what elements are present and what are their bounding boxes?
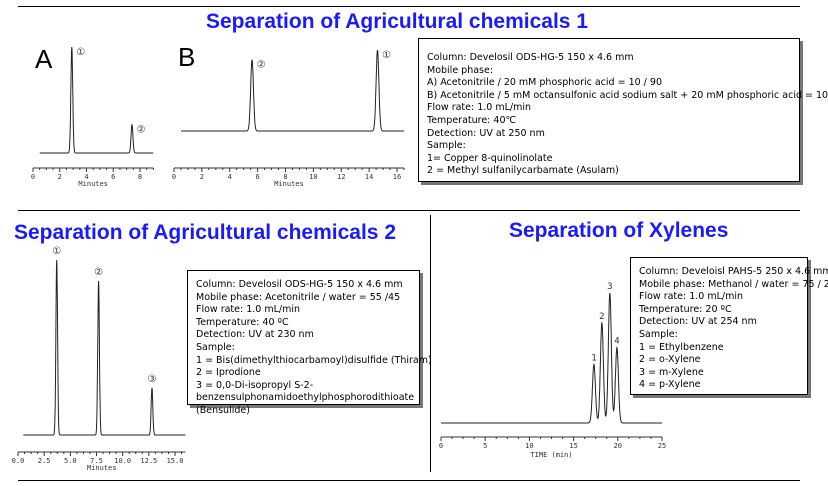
x-tick-label: 12 [337, 173, 345, 181]
x-tick-label: 4 [84, 173, 88, 181]
x-tick-label: 8 [283, 173, 287, 181]
x-axis-label: Minutes [87, 464, 117, 472]
x-tick-label: 4 [228, 173, 232, 181]
x-tick-label: 2 [58, 173, 62, 181]
condition-line: Mobile phase: Methanol / water = 75 / 25 [639, 278, 828, 290]
x-tick-label: 20 [614, 442, 622, 450]
condition-line: Mobile phase: [427, 64, 494, 76]
x-tick-label: 5.0 [64, 457, 77, 465]
condition-line: 1 = Ethylbenzene [639, 341, 724, 353]
x-tick-label: 8 [138, 173, 142, 181]
condition-line: 2 = Iprodione [196, 367, 261, 379]
condition-line: Column: Develoisl PAHS-5 250 x 4.6 mm [639, 266, 828, 277]
conditions-box-2: Column: Develosil ODS-HG-5 150 x 4.6 mm M… [187, 270, 432, 416]
condition-line: Temperature: 40 ºC [196, 316, 289, 328]
condition-line: benzensulphonamidoethylphosphorodithioat… [196, 392, 415, 404]
condition-line: Detection: UV at 254 nm [639, 316, 757, 328]
x-tick-label: 6 [256, 173, 260, 181]
peak-label: ② [94, 267, 103, 278]
condition-line: (Bensulide) [196, 404, 250, 416]
x-tick-label: 5 [483, 442, 487, 450]
condition-line: Detection: UV at 250 nm [427, 127, 545, 139]
x-tick-label: 10 [525, 442, 533, 450]
title-agri-2: Separation of Agricultural chemicals 2 [14, 221, 396, 244]
condition-line: 1 = Bis(dimethylthiocarbamoyl)disulfide … [196, 354, 432, 366]
chromatogram-trace [39, 46, 154, 154]
x-tick-label: 12.5 [140, 457, 157, 465]
condition-line: Column: Develosil ODS-HG-5 150 x 4.6 mm [196, 279, 403, 290]
conditions-box-3: Column: Develoisl PAHS-5 250 x 4.6 mm Mob… [630, 257, 828, 395]
x-tick-label: 16 [393, 173, 401, 181]
conditions-box-1: Column: Develosil ODS-HG-5 150 x 4.6 mm M… [418, 38, 828, 182]
condition-line: 2 = Methyl sulfanilycarbamate (Asulam) [427, 165, 619, 177]
condition-line: Sample: [639, 328, 678, 340]
condition-line: Sample: [196, 341, 235, 353]
peak-label: ① [52, 246, 61, 257]
condition-line: Mobile phase: Acetonitrile / water = 55 … [196, 291, 401, 303]
x-tick-label: 2 [200, 173, 204, 181]
peak-label: ① [382, 50, 391, 61]
x-axis-label: Minutes [274, 180, 304, 188]
title-xylenes: Separation of Xylenes [509, 219, 729, 242]
chromatogram-trace [181, 49, 404, 132]
panel-label-b: B [178, 42, 196, 72]
x-tick-label: 15.0 [167, 457, 184, 465]
condition-line: Flow rate: 1.0 mL/min [427, 102, 532, 114]
divider-top [18, 6, 800, 7]
x-tick-label: 0.0 [12, 457, 25, 465]
divider-vertical [430, 215, 431, 472]
condition-line: Temperature: 20 ºC [639, 303, 732, 315]
x-tick-label: 15 [569, 442, 577, 450]
peak-label: ① [76, 47, 85, 58]
peak-label: ② [136, 124, 145, 135]
peak-label: 1 [591, 354, 596, 364]
x-tick-label: 0 [439, 442, 443, 450]
x-axis-label: TIME (min) [530, 451, 572, 459]
x-tick-label: 14 [365, 173, 373, 181]
x-tick-label: 6 [111, 173, 115, 181]
panel-label-a: A [35, 44, 53, 74]
x-tick-label: 2.5 [38, 457, 51, 465]
condition-line: 4 = p-Xylene [639, 379, 701, 391]
condition-line: A) Acetonitrile / 20 mM phosphoric acid … [427, 77, 662, 89]
x-tick-label: 25 [658, 442, 666, 450]
peak-label: ② [257, 60, 266, 71]
x-tick-label: 10 [309, 173, 317, 181]
condition-line: B) Acetonitrile / 5 mM octansulfonic aci… [427, 89, 828, 101]
condition-line: Temperature: 40℃ [427, 114, 517, 126]
condition-line: Sample: [427, 140, 466, 152]
chromatogram-trace [23, 259, 186, 436]
x-tick-label: 0 [172, 173, 176, 181]
condition-line: 1= Copper 8-quinolinolate [427, 152, 553, 164]
condition-line: Flow rate: 1.0 mL/min [639, 291, 744, 303]
x-tick-label: 7.5 [90, 457, 103, 465]
divider-middle [18, 210, 800, 211]
condition-line: 2 = o-Xylene [639, 354, 701, 366]
peak-label: 4 [614, 337, 619, 347]
condition-line: 3 = 0,0-Di-isopropyl S-2- [196, 379, 314, 391]
condition-line: Detection: UV at 230 nm [196, 329, 314, 341]
title-agri-1: Separation of Agricultural chemicals 1 [206, 10, 588, 33]
chromatogram-trace [441, 292, 662, 424]
x-axis-label: Minutes [78, 180, 108, 188]
condition-line: Flow rate: 1.0 mL/min [196, 304, 301, 316]
peak-label: 3 [607, 282, 612, 292]
condition-line: 3 = m-Xylene [639, 366, 704, 378]
peak-label: ③ [147, 374, 156, 385]
x-tick-label: 0 [31, 173, 35, 181]
peak-label: 2 [599, 312, 604, 322]
condition-line: Column: Develosil ODS-HG-5 150 x 4.6 mm [427, 52, 634, 63]
x-tick-label: 10.0 [114, 457, 131, 465]
divider-bottom [18, 480, 800, 481]
